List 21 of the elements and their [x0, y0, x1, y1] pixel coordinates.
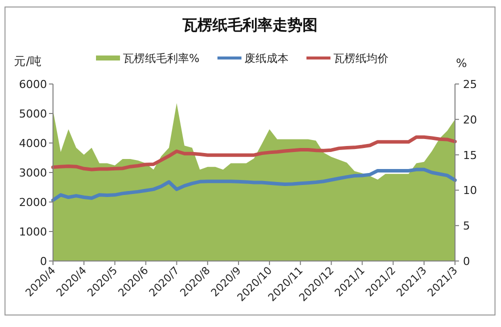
y2-tick-label: 10: [463, 184, 477, 198]
y2-axis-title: %: [456, 56, 467, 70]
y2-tick-label: 15: [463, 148, 477, 162]
legend-label: 瓦楞纸均价: [333, 52, 388, 65]
chart-title: 瓦楞纸毛利率走势图: [182, 16, 318, 34]
y-tick-label: 3000: [19, 166, 47, 180]
y2-tick-label: 25: [463, 78, 477, 91]
y-tick-label: 0: [40, 255, 47, 268]
y2-tick-label: 20: [463, 113, 477, 126]
y2-tick-label: 5: [463, 220, 470, 233]
line-series: [51, 135, 457, 172]
line-series: [51, 168, 457, 202]
y-tick-label: 6000: [19, 78, 47, 91]
y2-tick-label: 0: [463, 255, 470, 268]
y-tick-label: 5000: [19, 108, 47, 120]
y-tick-label: 2000: [19, 196, 47, 209]
y-tick-label: 1000: [19, 226, 47, 238]
legend-label: 废纸成本: [244, 52, 288, 65]
y-axis-title: 元/吨: [14, 54, 42, 68]
y-tick-label: 4000: [19, 137, 47, 150]
legend-label: 瓦楞纸毛利率%: [123, 52, 200, 65]
